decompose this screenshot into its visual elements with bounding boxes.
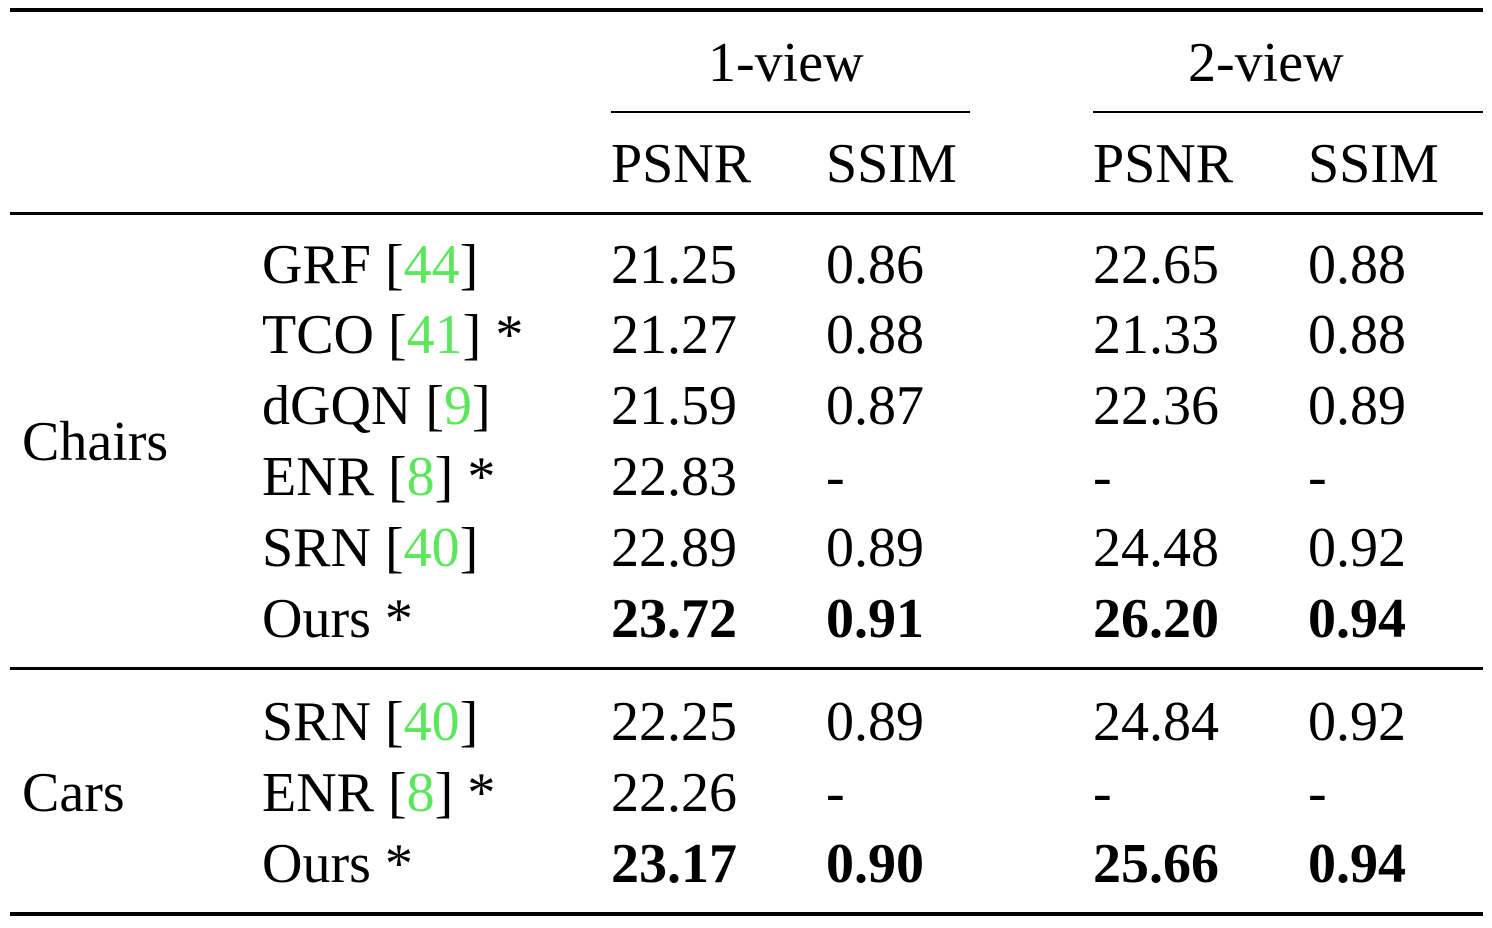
value-cell: 0.88 (826, 304, 924, 366)
asterisk-marker: * (384, 588, 413, 650)
citation-link[interactable]: 9 (443, 375, 472, 437)
asterisk-marker: * (495, 304, 524, 366)
value-cell: 22.25 (611, 691, 737, 753)
method-name: SRN (262, 517, 371, 579)
asterisk-marker: * (467, 762, 496, 824)
value-cell: 0.94 (1308, 588, 1406, 650)
citation-link[interactable]: 41 (406, 304, 463, 366)
value-cell: 0.89 (1308, 375, 1406, 437)
value-cell: - (1093, 446, 1112, 508)
header-rule (10, 212, 1483, 215)
value-cell: 22.36 (1093, 375, 1219, 437)
value-cell: 21.27 (611, 304, 737, 366)
value-cell: 21.59 (611, 375, 737, 437)
method-name: ENR (262, 446, 374, 508)
group-rule-2-view (1093, 111, 1483, 113)
value-cell: 21.33 (1093, 304, 1219, 366)
value-cell: - (826, 762, 845, 824)
category-label: Cars (22, 762, 125, 824)
asterisk-marker: * (467, 446, 496, 508)
value-cell: - (1308, 446, 1327, 508)
method-cell: ENR [8] * (262, 762, 496, 824)
method-cell: GRF [44] (262, 234, 479, 296)
method-name: SRN (262, 691, 371, 753)
asterisk-marker: * (384, 833, 413, 895)
group-header-2-view: 2-view (1188, 32, 1344, 94)
citation-link[interactable]: 8 (406, 762, 435, 824)
method-cell: SRN [40] (262, 517, 479, 579)
method-cell: Ours * (262, 836, 413, 892)
metric-header-ssim-2: SSIM (1308, 133, 1439, 195)
value-cell: 0.88 (1308, 304, 1406, 366)
value-cell: - (826, 446, 845, 508)
group-rule-1-view (611, 111, 970, 113)
method-name: dGQN (262, 375, 412, 437)
value-cell: 22.83 (611, 446, 737, 508)
value-cell: 0.87 (826, 375, 924, 437)
method-name: Ours (262, 588, 371, 650)
value-cell: 0.88 (1308, 234, 1406, 296)
value-cell: 0.90 (826, 833, 924, 895)
value-cell: 26.20 (1093, 588, 1219, 650)
method-name: GRF (262, 234, 371, 296)
value-cell: 24.84 (1093, 691, 1219, 753)
group-header-1-view: 1-view (708, 32, 864, 94)
metric-header-ssim-1: SSIM (826, 133, 957, 195)
method-cell: TCO [41] * (262, 304, 524, 366)
method-cell: SRN [40] (262, 691, 479, 753)
method-cell: dGQN [9] (262, 375, 491, 437)
value-cell: - (1308, 762, 1327, 824)
value-cell: 0.86 (826, 234, 924, 296)
metric-header-psnr-2: PSNR (1093, 133, 1234, 195)
value-cell: 24.48 (1093, 517, 1219, 579)
value-cell: 22.65 (1093, 234, 1219, 296)
metric-header-psnr-1: PSNR (611, 133, 752, 195)
citation-link[interactable]: 40 (403, 517, 460, 579)
value-cell: 0.92 (1308, 517, 1406, 579)
method-name: Ours (262, 833, 371, 895)
method-name: TCO (262, 304, 374, 366)
value-cell: 22.89 (611, 517, 737, 579)
value-cell: 21.25 (611, 234, 737, 296)
value-cell: - (1093, 762, 1112, 824)
value-cell: 0.91 (826, 588, 924, 650)
value-cell: 0.89 (826, 517, 924, 579)
value-cell: 0.94 (1308, 833, 1406, 895)
value-cell: 22.26 (611, 762, 737, 824)
method-cell: ENR [8] * (262, 446, 496, 508)
value-cell: 0.92 (1308, 691, 1406, 753)
value-cell: 23.72 (611, 588, 737, 650)
method-cell: Ours * (262, 591, 413, 647)
citation-link[interactable]: 44 (403, 234, 460, 296)
value-cell: 25.66 (1093, 833, 1219, 895)
value-cell: 23.17 (611, 833, 737, 895)
section-rule (10, 667, 1483, 670)
bottom-rule (10, 912, 1483, 916)
citation-link[interactable]: 8 (406, 446, 435, 508)
category-label: Chairs (22, 411, 169, 473)
citation-link[interactable]: 40 (403, 691, 460, 753)
top-rule (10, 8, 1483, 12)
value-cell: 0.89 (826, 691, 924, 753)
method-name: ENR (262, 762, 374, 824)
